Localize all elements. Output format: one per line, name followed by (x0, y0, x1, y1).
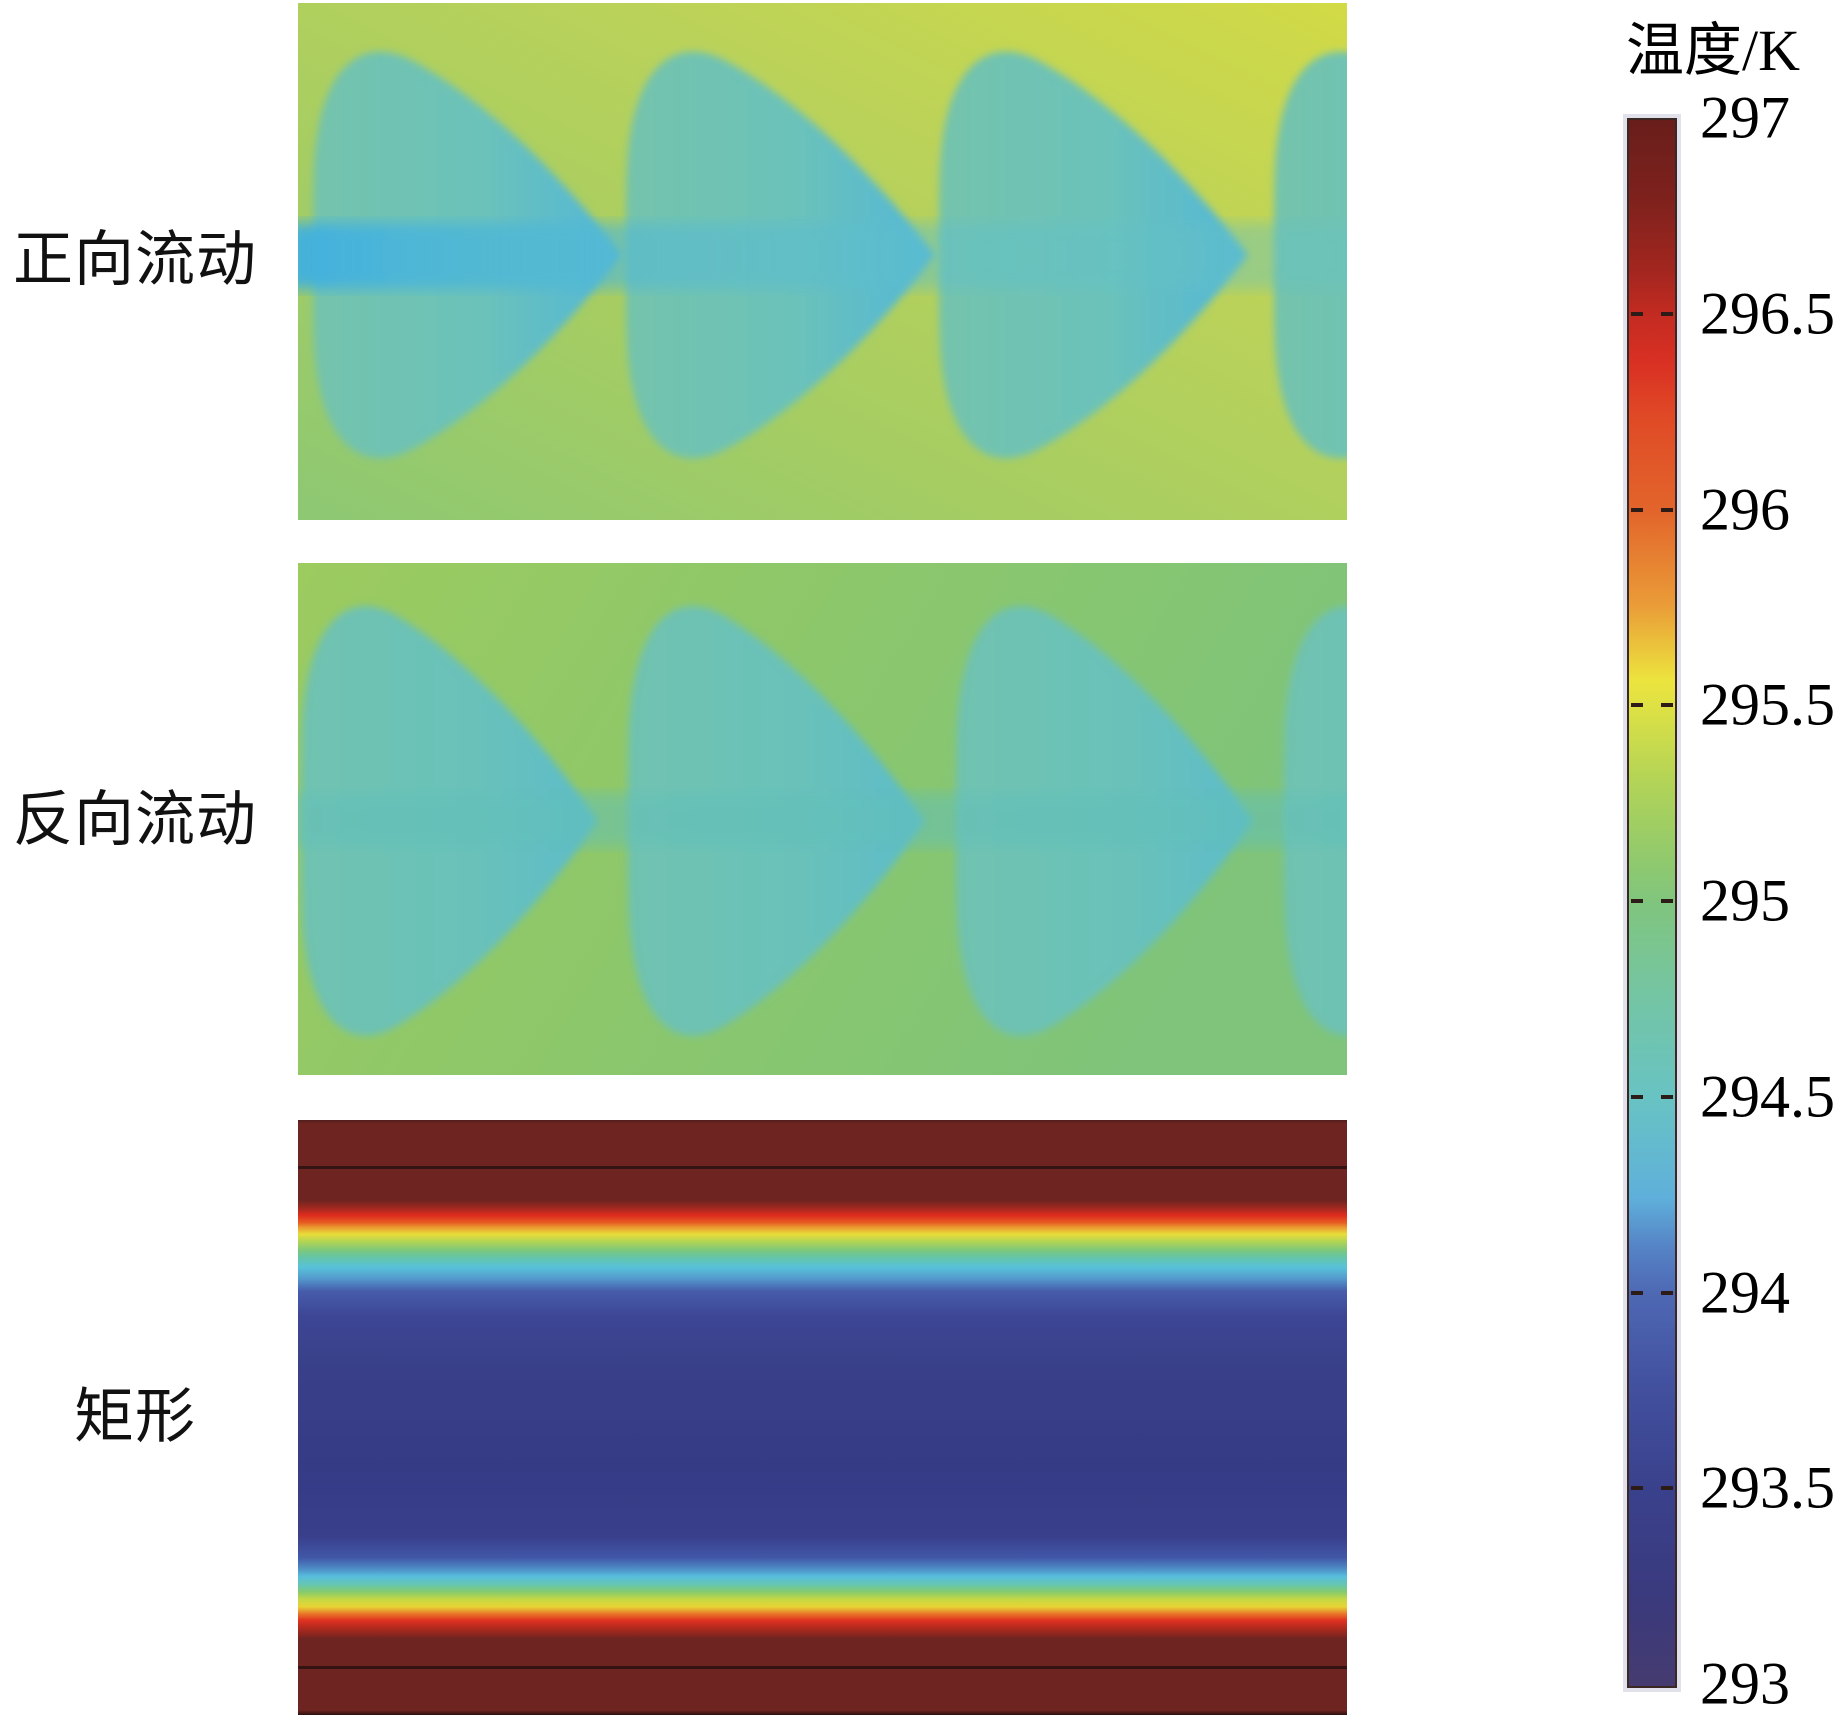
colorbar-tick-mark (1661, 311, 1673, 316)
colorbar-tick-label: 293 (1700, 1650, 1790, 1717)
colorbar-tick-label: 295.5 (1700, 671, 1835, 738)
wall-boundary-line-top (298, 1166, 1347, 1169)
colorbar-area: 297 296.5 296 295.5 295 294.5 294 293.5 293 (1627, 85, 1840, 1717)
colorbar-title: 温度/K (1625, 18, 1800, 83)
colorbar-tick-mark (1631, 311, 1643, 316)
colorbar-tick-mark (1661, 1094, 1673, 1099)
colorbar-tick-mark (1631, 1290, 1643, 1295)
panel-forward-flow (298, 3, 1347, 520)
rect-panel-field (298, 1120, 1347, 1715)
centerline-band (298, 793, 1347, 847)
colorbar-tick-mark (1661, 1290, 1673, 1295)
wall-boundary-line-bottom (298, 1666, 1347, 1669)
colorbar-tick-mark (1661, 899, 1673, 903)
panel-label-forward-flow: 正向流动 (13, 227, 257, 293)
panel-label-reverse-flow: 反向流动 (13, 787, 257, 853)
colorbar-bar (1627, 118, 1677, 1688)
colorbar-tick-label: 294.5 (1700, 1063, 1835, 1130)
colorbar-tick-label: 296 (1700, 476, 1790, 542)
colorbar-tick-label: 295 (1700, 867, 1790, 934)
colorbar-tick-mark (1631, 899, 1643, 903)
contour-field-reverse (298, 563, 1347, 1075)
colorbar-tick-mark (1631, 507, 1643, 512)
colorbar-tick-label: 293.5 (1700, 1454, 1835, 1521)
colorbar-tick-mark (1631, 1486, 1643, 1491)
colorbar-tick-label: 297 (1700, 84, 1790, 151)
panel-label-rectangle: 矩形 (74, 1384, 196, 1450)
colorbar-tick-label: 296.5 (1700, 280, 1835, 347)
contour-field-forward (298, 3, 1347, 520)
centerline-jet-band (298, 223, 1347, 289)
colorbar-tick-mark (1661, 703, 1673, 708)
colorbar-tick-mark (1631, 703, 1643, 708)
colorbar-gradient (1629, 120, 1675, 1686)
colorbar-tick-label: 294 (1700, 1259, 1790, 1325)
colorbar-tick-mark (1661, 1486, 1673, 1491)
colorbar-tick-mark (1661, 507, 1673, 512)
colorbar-tick-mark (1631, 1094, 1643, 1099)
panel-rectangle (298, 1120, 1347, 1715)
panel-reverse-flow (298, 563, 1347, 1075)
